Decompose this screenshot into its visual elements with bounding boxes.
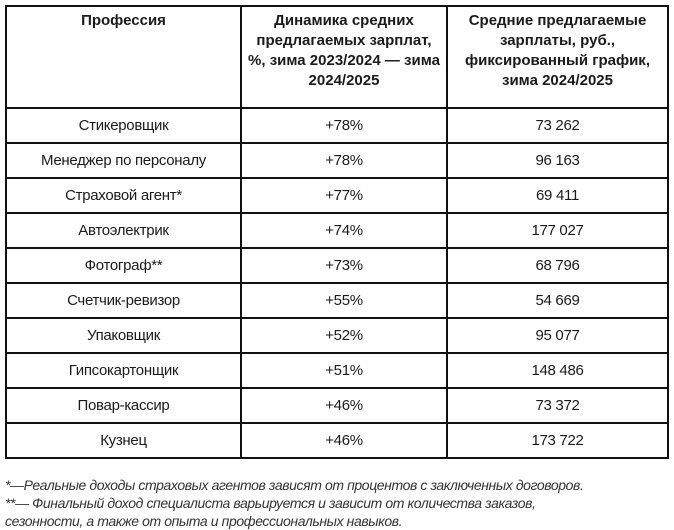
change-cell: +46% — [240, 387, 448, 424]
profession-cell: Повар-кассир — [5, 387, 242, 424]
table-row: Упаковщик +52% 95 077 — [5, 317, 669, 354]
table-row: Стикеровщик +78% 73 262 — [5, 107, 669, 144]
footnotes: *—Реальные доходы страховых агентов зави… — [5, 476, 669, 530]
table-row: Гипсокартонщик +51% 148 486 — [5, 352, 669, 389]
change-cell: +52% — [240, 317, 448, 354]
salary-cell: 173 722 — [446, 422, 669, 459]
salary-cell: 68 796 — [446, 247, 669, 284]
salary-cell: 177 027 — [446, 212, 669, 249]
profession-cell: Стикеровщик — [5, 107, 242, 144]
table-row: Кузнец +46% 173 722 — [5, 422, 669, 459]
table-header-row: Профессия Динамика средних предлагаемых … — [5, 5, 669, 109]
change-cell: +78% — [240, 142, 448, 179]
table-row: Страховой агент* +77% 69 411 — [5, 177, 669, 214]
profession-cell: Фотограф** — [5, 247, 242, 284]
change-cell: +73% — [240, 247, 448, 284]
footnote-photographer-line1: **— Финальный доход специалиста варьируе… — [5, 495, 536, 511]
profession-cell: Счетчик-ревизор — [5, 282, 242, 319]
profession-cell: Менеджер по персоналу — [5, 142, 242, 179]
change-cell: +46% — [240, 422, 448, 459]
profession-cell: Страховой агент* — [5, 177, 242, 214]
salary-cell: 96 163 — [446, 142, 669, 179]
table-row: Счетчик-ревизор +55% 54 669 — [5, 282, 669, 319]
change-cell: +55% — [240, 282, 448, 319]
change-cell: +78% — [240, 107, 448, 144]
profession-cell: Кузнец — [5, 422, 242, 459]
header-profession: Профессия — [5, 5, 242, 109]
salary-cell: 54 669 — [446, 282, 669, 319]
profession-cell: Автоэлектрик — [5, 212, 242, 249]
change-cell: +51% — [240, 352, 448, 389]
change-cell: +74% — [240, 212, 448, 249]
profession-cell: Упаковщик — [5, 317, 242, 354]
table-row: Повар-кассир +46% 73 372 — [5, 387, 669, 424]
salary-cell: 95 077 — [446, 317, 669, 354]
change-cell: +77% — [240, 177, 448, 214]
footnote-insurance-agent: *—Реальные доходы страховых агентов зави… — [5, 477, 584, 493]
profession-cell: Гипсокартонщик — [5, 352, 242, 389]
table-row: Фотограф** +73% 68 796 — [5, 247, 669, 284]
table-row: Менеджер по персоналу +78% 96 163 — [5, 142, 669, 179]
table-row: Автоэлектрик +74% 177 027 — [5, 212, 669, 249]
header-salary-change: Динамика средних предлагаемых зарплат, %… — [240, 5, 448, 109]
header-average-salary: Средние предлагаемые зарплаты, руб., фик… — [446, 5, 669, 109]
footnote-photographer-line2: сезонности, а также от опыта и профессио… — [5, 513, 403, 529]
salary-cell: 69 411 — [446, 177, 669, 214]
salary-table: Профессия Динамика средних предлагаемых … — [5, 5, 669, 459]
salary-cell: 148 486 — [446, 352, 669, 389]
salary-cell: 73 262 — [446, 107, 669, 144]
salary-cell: 73 372 — [446, 387, 669, 424]
